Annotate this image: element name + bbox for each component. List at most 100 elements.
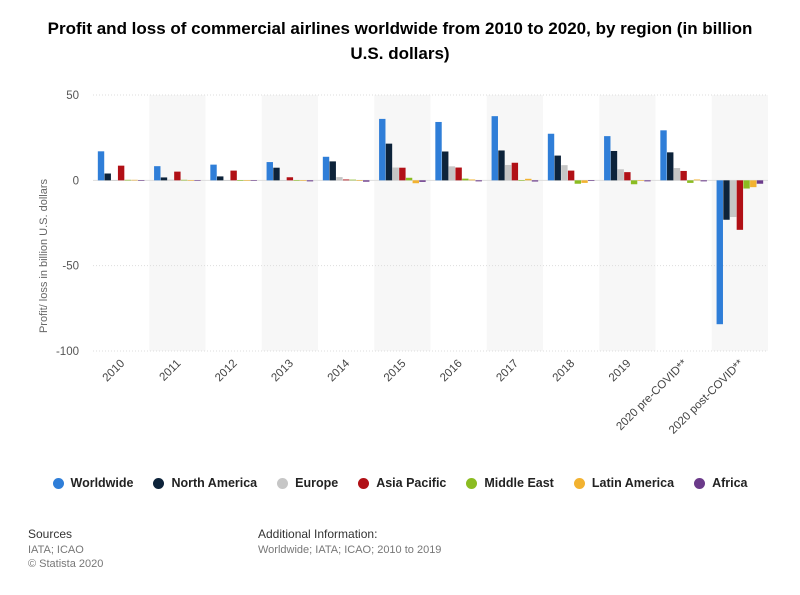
bar-asia-pacific[interactable] — [680, 170, 687, 181]
bar-africa[interactable] — [306, 180, 314, 182]
bar-latin-america[interactable] — [356, 180, 363, 181]
bar-europe[interactable] — [673, 168, 681, 181]
bar-middle-east[interactable] — [349, 179, 357, 181]
legend-marker — [573, 477, 585, 489]
bar-africa[interactable] — [363, 180, 370, 182]
bar-latin-america[interactable] — [637, 180, 644, 181]
bar-worldwide[interactable] — [491, 116, 498, 181]
bar-worldwide[interactable] — [97, 151, 105, 181]
bar-latin-america[interactable] — [581, 180, 588, 183]
bar-north-america[interactable] — [104, 173, 111, 181]
bar-africa[interactable] — [644, 180, 651, 182]
bar-north-america[interactable] — [217, 176, 224, 181]
legend-item[interactable]: Asia Pacific — [358, 476, 446, 490]
bar-europe[interactable] — [617, 169, 624, 181]
bar-europe[interactable] — [336, 177, 343, 181]
bar-north-america[interactable] — [554, 155, 561, 181]
bar-worldwide[interactable] — [660, 130, 667, 181]
bar-africa[interactable] — [588, 180, 595, 182]
bar-worldwide[interactable] — [379, 118, 386, 181]
bar-middle-east[interactable] — [630, 180, 638, 185]
bar-africa[interactable] — [700, 180, 707, 182]
bar-asia-pacific[interactable] — [624, 172, 631, 181]
bar-latin-america[interactable] — [187, 179, 194, 181]
legend-item[interactable]: Africa — [694, 476, 748, 490]
bar-europe[interactable] — [392, 167, 399, 181]
bar-middle-east[interactable] — [124, 179, 132, 181]
bar-north-america[interactable] — [273, 167, 280, 181]
bar-asia-pacific[interactable] — [286, 177, 294, 181]
bar-north-america[interactable] — [385, 143, 393, 181]
bar-worldwide[interactable] — [266, 162, 273, 181]
bar-north-america[interactable] — [442, 151, 449, 181]
legend-item[interactable]: Latin America — [573, 476, 675, 490]
bar-latin-america[interactable] — [131, 179, 138, 181]
bar-latin-america[interactable] — [525, 178, 532, 181]
bar-worldwide[interactable] — [154, 166, 161, 181]
bar-asia-pacific[interactable] — [455, 167, 462, 181]
bar-europe[interactable] — [561, 165, 568, 181]
bar-middle-east[interactable] — [293, 179, 300, 181]
bar-africa[interactable] — [194, 180, 201, 181]
bar-worldwide[interactable] — [547, 133, 555, 181]
bar-europe[interactable] — [448, 166, 456, 181]
bar-north-america[interactable] — [498, 150, 505, 181]
bar-africa[interactable] — [756, 180, 764, 184]
bar-north-america[interactable] — [610, 150, 618, 181]
bar-africa[interactable] — [531, 180, 539, 182]
legend-item[interactable]: Middle East — [466, 476, 554, 490]
bar-north-america[interactable] — [723, 180, 730, 220]
bar-latin-america[interactable] — [243, 180, 251, 181]
bar-middle-east[interactable] — [687, 180, 694, 183]
bar-europe[interactable] — [729, 180, 737, 218]
bar-middle-east[interactable] — [237, 180, 244, 181]
bar-latin-america[interactable] — [468, 179, 476, 181]
bar-europe[interactable] — [111, 179, 118, 181]
bar-worldwide[interactable] — [322, 156, 330, 181]
bar-middle-east[interactable] — [518, 179, 525, 181]
bar-europe[interactable] — [223, 180, 231, 181]
bar-europe[interactable] — [167, 179, 174, 181]
bar-asia-pacific[interactable] — [567, 170, 575, 181]
bar-asia-pacific[interactable] — [399, 167, 406, 181]
bar-north-america[interactable] — [667, 152, 674, 181]
bar-north-america[interactable] — [160, 177, 168, 181]
bar-worldwide[interactable] — [210, 164, 217, 181]
y-axis-label: Profit/ loss in billion U.S. dollars — [38, 178, 50, 333]
bar-africa[interactable] — [250, 180, 257, 181]
bar-asia-pacific[interactable] — [736, 180, 744, 230]
bar-latin-america[interactable] — [750, 180, 757, 188]
bar-europe[interactable] — [504, 164, 512, 181]
bar-asia-pacific[interactable] — [342, 179, 350, 181]
bar-europe[interactable] — [279, 179, 287, 181]
bar-middle-east[interactable] — [180, 179, 188, 181]
legend-item[interactable]: Europe — [277, 476, 338, 490]
legend-label: Middle East — [484, 476, 554, 490]
bar-asia-pacific[interactable] — [117, 165, 125, 181]
bar-asia-pacific[interactable] — [230, 170, 237, 181]
bar-middle-east[interactable] — [574, 180, 582, 184]
bar-north-america[interactable] — [329, 161, 336, 181]
bar-worldwide[interactable] — [604, 136, 611, 181]
bar-middle-east[interactable] — [462, 178, 469, 181]
bar-latin-america[interactable] — [412, 180, 419, 184]
bar-africa[interactable] — [475, 180, 482, 182]
bar-middle-east[interactable] — [743, 180, 750, 189]
bar-worldwide[interactable] — [716, 180, 723, 325]
bar-latin-america[interactable] — [693, 179, 701, 181]
legend-label: Latin America — [591, 476, 675, 490]
x-tick-labels: 2010 2011 2012 2013 2014 2015 2016 2017 2018 2019… — [101, 357, 747, 436]
legend-item[interactable]: North America — [153, 476, 257, 490]
x-tick-label: 2018 — [551, 358, 578, 385]
bar-worldwide[interactable] — [435, 121, 442, 181]
bar-africa[interactable] — [419, 180, 426, 182]
bar-africa[interactable] — [138, 180, 145, 181]
bar-middle-east[interactable] — [405, 177, 413, 181]
bar-latin-america[interactable] — [300, 180, 307, 181]
sources-block: Sources IATA; ICAO © Statista 2020 — [28, 527, 103, 571]
bar-asia-pacific[interactable] — [511, 162, 519, 181]
legend-item[interactable]: Worldwide — [52, 476, 133, 490]
column-band — [543, 95, 600, 351]
bar-asia-pacific[interactable] — [174, 171, 181, 181]
x-tick-label: 2015 — [382, 358, 409, 385]
